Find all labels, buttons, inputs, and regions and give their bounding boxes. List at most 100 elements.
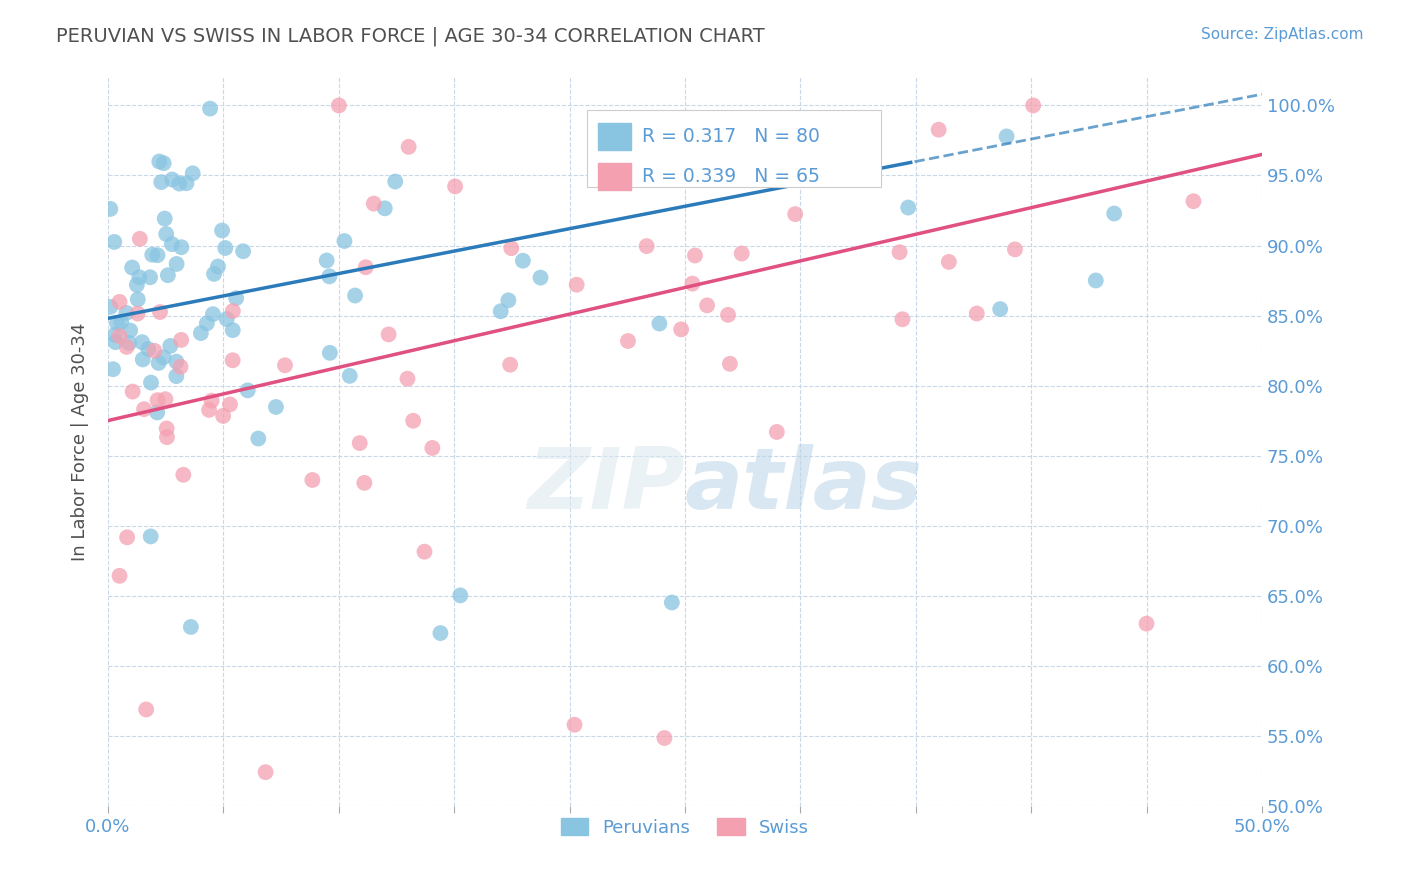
Point	[132, 352, 155, 367]
Point	[207, 260, 229, 274]
Point	[1135, 616, 1157, 631]
Point	[444, 179, 467, 194]
Text: PERUVIAN VS SWISS IN LABOR FORCE | AGE 30-34 CORRELATION CHART: PERUVIAN VS SWISS IN LABOR FORCE | AGE 3…	[56, 27, 765, 46]
Point	[247, 432, 270, 446]
Point	[349, 436, 371, 450]
Point	[988, 302, 1011, 317]
Point	[128, 232, 150, 246]
Point	[135, 702, 157, 716]
FancyBboxPatch shape	[586, 111, 882, 186]
Point	[139, 270, 162, 285]
Point	[202, 267, 225, 281]
Point	[108, 329, 131, 343]
Point	[214, 241, 236, 255]
Point	[222, 304, 245, 318]
Point	[201, 393, 224, 408]
Y-axis label: In Labor Force | Age 30-34: In Labor Force | Age 30-34	[72, 322, 89, 561]
Point	[319, 346, 342, 360]
Point	[156, 430, 179, 444]
Point	[110, 315, 132, 329]
Point	[301, 473, 323, 487]
Point	[221, 353, 243, 368]
Point	[153, 211, 176, 226]
Point	[150, 175, 173, 189]
Point	[1022, 98, 1045, 112]
Point	[398, 140, 420, 154]
Point	[718, 357, 741, 371]
Point	[498, 293, 520, 308]
Point	[148, 356, 170, 370]
Point	[1004, 243, 1026, 257]
Point	[396, 372, 419, 386]
Text: ZIP: ZIP	[527, 443, 685, 527]
Point	[363, 196, 385, 211]
Point	[149, 305, 172, 319]
Point	[731, 246, 754, 260]
Point	[115, 340, 138, 354]
Point	[180, 620, 202, 634]
Point	[669, 322, 692, 336]
Point	[104, 335, 127, 350]
Legend: Peruvians, Swiss: Peruvians, Swiss	[554, 811, 815, 844]
Point	[499, 358, 522, 372]
Point	[118, 335, 141, 350]
Point	[501, 241, 523, 255]
Point	[384, 175, 406, 189]
Point	[143, 343, 166, 358]
Point	[159, 339, 181, 353]
Point	[190, 326, 212, 340]
Point	[683, 248, 706, 262]
Point	[232, 244, 254, 259]
Point	[966, 306, 988, 320]
Point	[146, 393, 169, 408]
Point	[172, 467, 194, 482]
Point	[169, 177, 191, 191]
Point	[661, 595, 683, 609]
Point	[328, 98, 350, 112]
Text: R = 0.317   N = 80: R = 0.317 N = 80	[643, 127, 820, 146]
Point	[564, 717, 586, 731]
Point	[222, 323, 245, 337]
Point	[139, 529, 162, 543]
Point	[1084, 273, 1107, 287]
Point	[897, 201, 920, 215]
Point	[128, 270, 150, 285]
Point	[696, 298, 718, 312]
Point	[127, 307, 149, 321]
Point	[648, 317, 671, 331]
Point	[127, 293, 149, 307]
Point	[156, 421, 179, 435]
Point	[212, 409, 235, 423]
Point	[995, 129, 1018, 144]
Point	[160, 172, 183, 186]
Point	[146, 248, 169, 262]
Point	[489, 304, 512, 318]
Point	[170, 240, 193, 254]
Point	[115, 530, 138, 544]
Point	[131, 335, 153, 350]
Point	[121, 260, 143, 275]
Point	[889, 245, 911, 260]
Text: atlas: atlas	[685, 443, 924, 527]
Point	[156, 268, 179, 283]
Text: R = 0.339   N = 65: R = 0.339 N = 65	[643, 167, 820, 186]
Point	[315, 253, 337, 268]
Point	[146, 405, 169, 419]
Point	[166, 257, 188, 271]
Point	[108, 294, 131, 309]
Point	[928, 122, 950, 136]
Point	[402, 414, 425, 428]
Point	[103, 235, 125, 249]
Point	[198, 102, 221, 116]
Point	[152, 350, 174, 364]
Point	[938, 255, 960, 269]
Point	[339, 368, 361, 383]
Point	[1102, 206, 1125, 220]
Point	[529, 270, 551, 285]
Point	[152, 156, 174, 170]
Point	[201, 307, 224, 321]
Point	[115, 306, 138, 320]
Text: Source: ZipAtlas.com: Source: ZipAtlas.com	[1201, 27, 1364, 42]
Point	[420, 441, 443, 455]
Point	[215, 312, 238, 326]
